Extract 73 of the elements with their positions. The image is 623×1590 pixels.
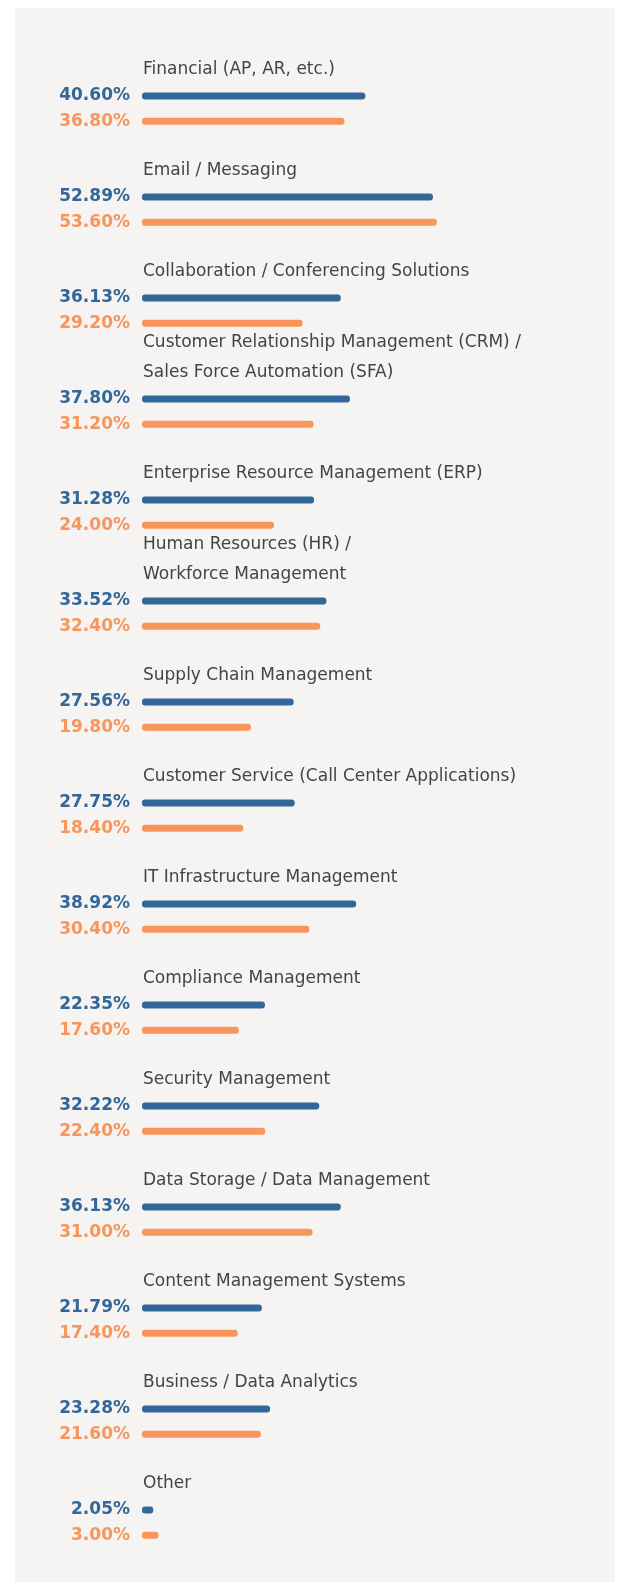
data-label: 32.22% — [59, 1094, 130, 1115]
bar — [142, 395, 350, 403]
y-tick-label: Email / Messaging — [143, 158, 298, 179]
y-tick-label: Security Management — [143, 1067, 331, 1088]
data-label: 37.80% — [59, 387, 130, 408]
data-label: 19.80% — [59, 715, 130, 736]
bar — [142, 420, 314, 428]
bar — [142, 1001, 265, 1009]
y-tick-label: Compliance Management — [143, 966, 361, 987]
bar — [142, 597, 327, 605]
bar — [142, 193, 433, 201]
data-label: 18.40% — [59, 816, 130, 837]
bar — [142, 1127, 266, 1135]
data-label: 53.60% — [59, 210, 130, 231]
data-label: 38.92% — [59, 892, 130, 913]
bar — [142, 1329, 238, 1337]
y-tick-label: Human Resources (HR) / Workforce Management — [143, 532, 352, 583]
y-tick-label: Content Management Systems — [143, 1269, 406, 1290]
data-label: 17.60% — [59, 1018, 130, 1039]
bar — [142, 1430, 261, 1438]
data-label: 23.28% — [59, 1397, 130, 1418]
bar — [142, 723, 251, 731]
bar — [142, 1228, 313, 1236]
data-label: 24.00% — [59, 513, 130, 534]
data-label: 31.00% — [59, 1220, 130, 1241]
data-label: 36.13% — [59, 286, 130, 307]
y-tick-label: Customer Service (Call Center Applications) — [143, 764, 517, 785]
bar — [142, 925, 310, 933]
data-label: 21.60% — [59, 1422, 130, 1443]
y-tick-label: Supply Chain Management — [143, 663, 373, 684]
data-label: 36.13% — [59, 1195, 130, 1216]
data-label: 21.79% — [59, 1296, 130, 1317]
data-label: 36.80% — [59, 109, 130, 130]
y-tick-label: Other — [143, 1471, 192, 1492]
data-label: 30.40% — [59, 917, 130, 938]
y-tick-label: Financial (AP, AR, etc.) — [143, 57, 335, 78]
data-label: 3.00% — [71, 1523, 130, 1544]
data-label: 27.75% — [59, 791, 130, 812]
bar — [142, 622, 321, 630]
data-label: 33.52% — [59, 589, 130, 610]
bar — [142, 1405, 271, 1413]
data-label: 17.40% — [59, 1321, 130, 1342]
bar — [142, 521, 275, 529]
data-label: 52.89% — [59, 185, 130, 206]
y-tick-label: Collaboration / Conferencing Solutions — [143, 259, 470, 280]
bar — [142, 1304, 262, 1312]
data-label: 22.35% — [59, 993, 130, 1014]
data-label: 22.40% — [59, 1119, 130, 1140]
bar — [142, 900, 357, 908]
bar — [142, 92, 366, 100]
bar — [142, 218, 437, 226]
bar — [142, 496, 315, 504]
bar — [142, 319, 303, 327]
data-label: 31.28% — [59, 488, 130, 509]
data-label: 2.05% — [71, 1498, 130, 1519]
y-tick-label: Data Storage / Data Management — [143, 1168, 431, 1189]
data-label: 32.40% — [59, 614, 130, 635]
y-tick-label: Customer Relationship Management (CRM) / Sales Force Automation (SFA) — [143, 330, 522, 381]
y-tick-label: Business / Data Analytics — [143, 1370, 358, 1391]
data-label: 40.60% — [59, 84, 130, 105]
bar — [142, 1102, 320, 1110]
bar — [142, 294, 341, 302]
bar — [142, 1203, 341, 1211]
data-label: 27.56% — [59, 690, 130, 711]
y-tick-label: Enterprise Resource Management (ERP) — [143, 461, 483, 482]
bar — [142, 117, 345, 125]
bar — [142, 799, 295, 807]
bar — [142, 1026, 239, 1034]
data-label: 31.20% — [59, 412, 130, 433]
data-label: 29.20% — [59, 311, 130, 332]
y-tick-label: IT Infrastructure Management — [143, 865, 398, 886]
bar — [142, 824, 244, 832]
bar — [142, 698, 294, 706]
